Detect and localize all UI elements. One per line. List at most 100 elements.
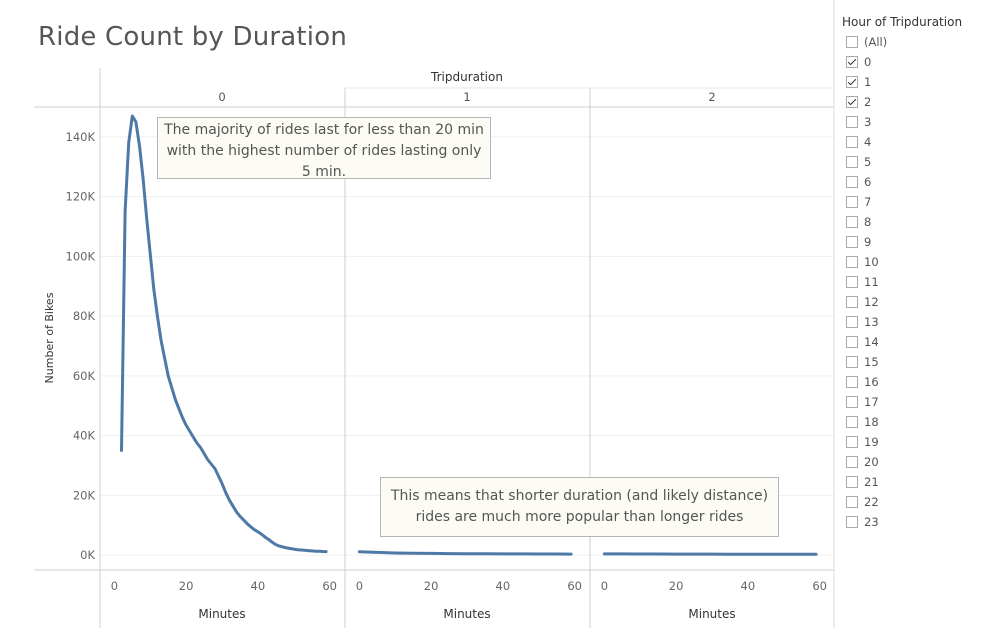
filter-checkbox[interactable]	[846, 156, 858, 168]
filter-checkbox[interactable]	[846, 236, 858, 248]
filter-option-7[interactable]: 7	[846, 192, 977, 212]
filter-option-19[interactable]: 19	[846, 432, 977, 452]
filter-option-label: 9	[864, 235, 872, 249]
y-tick-label: 80K	[73, 309, 96, 323]
y-axis-label: Number of Bikes	[43, 292, 56, 383]
filter-option-2[interactable]: 2	[846, 92, 977, 112]
filter-option-label: 7	[864, 195, 872, 209]
y-tick-label: 140K	[66, 130, 96, 144]
x-tick-label: 20	[669, 579, 684, 593]
filter-option-23[interactable]: 23	[846, 512, 977, 532]
filter-checkbox[interactable]	[846, 396, 858, 408]
filter-option-label: 6	[864, 175, 872, 189]
x-tick-label: 0	[356, 579, 363, 593]
filter-option-10[interactable]: 10	[846, 252, 977, 272]
filter-option-label: 11	[864, 275, 879, 289]
filter-option-16[interactable]: 16	[846, 372, 977, 392]
x-tick-label: 60	[567, 579, 582, 593]
filter-option-label: 8	[864, 215, 872, 229]
x-axis-label: Minutes	[443, 607, 490, 621]
chart-title: Ride Count by Duration	[38, 22, 348, 52]
filter-option-9[interactable]: 9	[846, 232, 977, 252]
filter-option-label: 3	[864, 115, 872, 129]
panel-label-2: 2	[708, 90, 715, 104]
filter-option-label: 14	[864, 335, 879, 349]
filter-checkbox[interactable]	[846, 216, 858, 228]
filter-checkbox[interactable]	[846, 296, 858, 308]
x-tick-label: 40	[496, 579, 511, 593]
y-tick-label: 120K	[66, 190, 96, 204]
filter-option-label: 22	[864, 495, 879, 509]
x-axis-label: Minutes	[198, 607, 245, 621]
filter-option-12[interactable]: 12	[846, 292, 977, 312]
filter-option-22[interactable]: 22	[846, 492, 977, 512]
filter-option-5[interactable]: 5	[846, 152, 977, 172]
filter-checkbox[interactable]	[846, 276, 858, 288]
filter-option-label: 23	[864, 515, 879, 529]
filter-checkbox[interactable]	[846, 376, 858, 388]
filter-option-4[interactable]: 4	[846, 132, 977, 152]
y-tick-label: 60K	[73, 369, 96, 383]
x-tick-label: 40	[251, 579, 266, 593]
annotation-shorter-rides: This means that shorter duration (and li…	[380, 477, 779, 537]
filter-option-6[interactable]: 6	[846, 172, 977, 192]
x-tick-label: 20	[424, 579, 439, 593]
x-tick-label: 60	[812, 579, 827, 593]
filter-checkbox[interactable]	[846, 96, 858, 108]
filter-option-8[interactable]: 8	[846, 212, 977, 232]
x-tick-label: 60	[322, 579, 337, 593]
chart-area: 0K 20K 40K 60K 80K 100K 120K 140K Tripduration Nu…	[34, 0, 835, 628]
filter-checkbox[interactable]	[846, 316, 858, 328]
filter-option-label: 5	[864, 155, 872, 169]
filter-option-label: 13	[864, 315, 879, 329]
filter-checkbox[interactable]	[846, 436, 858, 448]
filter-checkbox[interactable]	[846, 76, 858, 88]
filter-option-label: 0	[864, 55, 872, 69]
filter-checkbox[interactable]	[846, 476, 858, 488]
filter-checkbox[interactable]	[846, 336, 858, 348]
filter-option-label: 18	[864, 415, 879, 429]
y-tick-label: 40K	[73, 429, 96, 443]
filter-option-label: 1	[864, 75, 872, 89]
filter-option-21[interactable]: 21	[846, 472, 977, 492]
filter-option-label: 19	[864, 435, 879, 449]
filter-option-all[interactable]: (All)	[846, 32, 977, 52]
filter-option-13[interactable]: 13	[846, 312, 977, 332]
filter-option-label: 2	[864, 95, 872, 109]
filter-checkbox[interactable]	[846, 456, 858, 468]
filter-option-14[interactable]: 14	[846, 332, 977, 352]
x-axis-label: Minutes	[688, 607, 735, 621]
filter-option-20[interactable]: 20	[846, 452, 977, 472]
filter-checkbox[interactable]	[846, 36, 858, 48]
filter-checkbox[interactable]	[846, 196, 858, 208]
filter-panel: Hour of Tripduration (All) 0 1 2 3 4 5 6 7 8 9 10 11…	[842, 15, 977, 532]
series-line-0	[120, 114, 328, 554]
filter-option-17[interactable]: 17	[846, 392, 977, 412]
y-tick-label: 100K	[66, 249, 96, 263]
filter-checkbox[interactable]	[846, 56, 858, 68]
filter-checkbox[interactable]	[846, 516, 858, 528]
filter-checkbox[interactable]	[846, 116, 858, 128]
filter-option-3[interactable]: 3	[846, 112, 977, 132]
filter-checkbox[interactable]	[846, 176, 858, 188]
filter-option-1[interactable]: 1	[846, 72, 977, 92]
filter-option-18[interactable]: 18	[846, 412, 977, 432]
column-header: Tripduration	[430, 70, 503, 84]
x-tick-label: 40	[741, 579, 756, 593]
x-tick-label: 0	[601, 579, 608, 593]
filter-checkbox[interactable]	[846, 256, 858, 268]
panel-label-0: 0	[218, 90, 225, 104]
filter-option-0[interactable]: 0	[846, 52, 977, 72]
filter-option-label: 4	[864, 135, 872, 149]
filter-option-15[interactable]: 15	[846, 352, 977, 372]
filter-checkbox[interactable]	[846, 356, 858, 368]
filter-checkbox[interactable]	[846, 416, 858, 428]
filter-option-label: (All)	[864, 35, 888, 49]
filter-checkbox[interactable]	[846, 496, 858, 508]
filter-title: Hour of Tripduration	[842, 15, 963, 29]
filter-option-11[interactable]: 11	[846, 272, 977, 292]
panel-label-1: 1	[463, 90, 470, 104]
y-tick-label: 0K	[80, 548, 95, 562]
filter-option-label: 16	[864, 375, 879, 389]
filter-checkbox[interactable]	[846, 136, 858, 148]
